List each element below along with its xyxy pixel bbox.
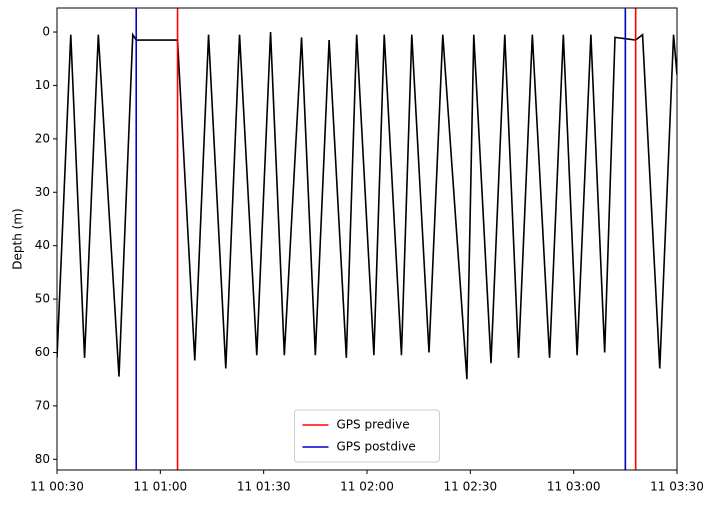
y-tick-label: 10 [35,78,50,92]
y-tick-label: 60 [35,345,50,359]
x-tick-label: 11 03:30 [650,480,704,494]
depth-line [57,32,677,380]
plot-frame [56,7,678,471]
y-tick-label: 0 [42,25,50,39]
legend-label: GPS predive [337,418,410,432]
legend-label: GPS postdive [337,440,416,454]
y-tick-label: 20 [35,131,50,145]
x-tick-label: 11 02:30 [443,480,497,494]
x-tick-label: 11 03:00 [547,480,601,494]
y-axis-label: Depth (m) [11,208,25,269]
x-tick-label: 11 02:00 [340,480,394,494]
y-tick-label: 30 [35,185,50,199]
y-tick-label: 80 [35,452,50,466]
y-tick-label: 50 [35,292,50,306]
x-tick-label: 11 00:30 [30,480,84,494]
legend-box [294,409,440,463]
x-tick-label: 11 01:00 [133,480,187,494]
y-tick-label: 70 [35,398,50,412]
y-tick-label: 40 [35,238,50,252]
x-tick-label: 11 01:30 [237,480,291,494]
